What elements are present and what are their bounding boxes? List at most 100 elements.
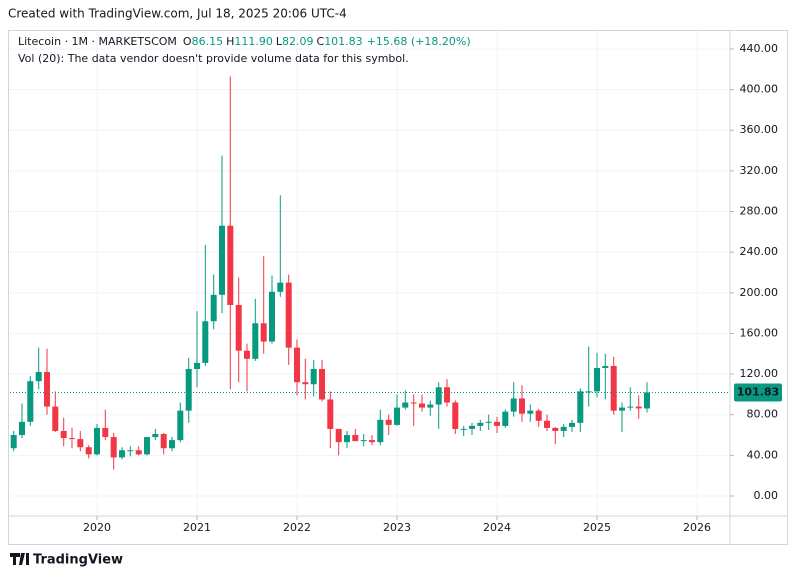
candle-body bbox=[444, 387, 450, 403]
candle-body bbox=[60, 430, 67, 439]
candle-body bbox=[360, 440, 367, 442]
candle-body bbox=[377, 419, 384, 443]
candle-body bbox=[485, 421, 492, 423]
y-tick-label: 160.00 bbox=[740, 326, 779, 339]
candle-body bbox=[310, 368, 317, 385]
candle-body bbox=[169, 440, 175, 449]
candle-body bbox=[544, 420, 550, 428]
y-tick-label: 280.00 bbox=[740, 205, 779, 218]
candle-body bbox=[19, 421, 25, 436]
candle-body bbox=[260, 323, 267, 342]
candle-body bbox=[219, 225, 225, 295]
chart-header: Litecoin · 1M · MARKETSCOM O86.15 H111.90 L… bbox=[18, 35, 471, 48]
candle-body bbox=[560, 426, 567, 431]
candle-body bbox=[294, 347, 300, 383]
candle-body bbox=[402, 402, 409, 408]
ohlc-key: L bbox=[276, 35, 283, 48]
candle-body bbox=[510, 398, 517, 412]
last-price-label: 101.83 bbox=[737, 386, 779, 399]
candle-body bbox=[202, 321, 209, 363]
candle-body bbox=[410, 402, 417, 404]
candle-body bbox=[35, 372, 42, 382]
ohlc-value: 111.90 bbox=[234, 35, 273, 48]
candle-body bbox=[460, 428, 467, 430]
candle-body bbox=[302, 382, 309, 385]
x-tick-label: 2020 bbox=[83, 521, 111, 534]
brand: TradingView bbox=[33, 553, 123, 568]
candle-body bbox=[552, 427, 559, 431]
candle-body bbox=[385, 419, 392, 425]
candle-body bbox=[52, 406, 59, 431]
candle-body bbox=[452, 402, 459, 429]
candle-body bbox=[527, 410, 534, 414]
y-tick-label: 80.00 bbox=[747, 408, 779, 421]
candle-body bbox=[210, 294, 217, 322]
candle-body bbox=[227, 225, 234, 305]
candle-body bbox=[244, 350, 250, 359]
candle-body bbox=[494, 421, 500, 426]
candle-body bbox=[394, 407, 400, 425]
candle-body bbox=[160, 434, 167, 449]
candles bbox=[10, 76, 730, 470]
candle-body bbox=[319, 368, 325, 400]
candle-body bbox=[585, 391, 592, 393]
candle-body bbox=[285, 282, 292, 348]
candle-body bbox=[352, 435, 359, 442]
candle-body bbox=[119, 450, 125, 458]
candle-body bbox=[419, 403, 425, 408]
chart-subtitle: Vol (20): The data vendor doesn't provid… bbox=[18, 52, 409, 65]
candle-body bbox=[152, 434, 159, 438]
x-tick-label: 2026 bbox=[683, 521, 711, 534]
candle-body bbox=[619, 407, 625, 411]
ohlc-key: C bbox=[317, 35, 325, 48]
candle-body bbox=[10, 435, 17, 449]
candle-body bbox=[427, 404, 434, 408]
candle-body bbox=[577, 391, 584, 423]
candle-body bbox=[627, 406, 634, 408]
candle-body bbox=[327, 399, 334, 429]
candle-body bbox=[235, 304, 242, 351]
last-price-box bbox=[734, 383, 782, 402]
x-tick-label: 2022 bbox=[283, 521, 311, 534]
candle-body bbox=[594, 367, 600, 392]
candle-body bbox=[569, 422, 575, 427]
candle-body bbox=[635, 406, 642, 409]
candle-body bbox=[477, 422, 484, 426]
y-tick-label: 0.00 bbox=[754, 489, 779, 502]
candle-body bbox=[135, 450, 142, 455]
candle-body bbox=[277, 282, 284, 292]
y-tick-label: 320.00 bbox=[740, 164, 779, 177]
candle-body bbox=[252, 323, 259, 359]
candle-body bbox=[269, 291, 275, 342]
ohlc-value: 82.09 bbox=[282, 35, 314, 48]
candle-body bbox=[610, 365, 617, 411]
candle-body bbox=[519, 398, 525, 414]
candle-body bbox=[44, 372, 50, 407]
candle-body bbox=[469, 425, 475, 429]
candle-body bbox=[369, 440, 375, 443]
y-tick-label: 240.00 bbox=[740, 245, 779, 258]
ohlc-key: O bbox=[183, 35, 192, 48]
x-tick-label: 2025 bbox=[583, 521, 611, 534]
candle-body bbox=[602, 365, 609, 368]
chart-frame bbox=[8, 30, 788, 545]
symbol: Litecoin · 1M · MARKETSCOM bbox=[18, 35, 177, 48]
y-tick-label: 440.00 bbox=[740, 42, 779, 55]
candle-body bbox=[102, 427, 109, 438]
candle-body bbox=[85, 447, 92, 455]
y-tick-label: 200.00 bbox=[740, 286, 779, 299]
candle-body bbox=[94, 427, 100, 455]
candle-body bbox=[344, 435, 350, 443]
candle-body bbox=[110, 437, 117, 458]
y-tick-label: 40.00 bbox=[747, 448, 779, 461]
y-tick-label: 120.00 bbox=[740, 367, 779, 380]
ohlc-value: 86.15 bbox=[192, 35, 224, 48]
ohlc-key: H bbox=[226, 35, 234, 48]
x-tick-label: 2023 bbox=[383, 521, 411, 534]
candle-body bbox=[535, 410, 542, 421]
candle-body bbox=[177, 410, 184, 441]
x-tick-label: 2024 bbox=[483, 521, 511, 534]
candle-body bbox=[435, 387, 442, 405]
